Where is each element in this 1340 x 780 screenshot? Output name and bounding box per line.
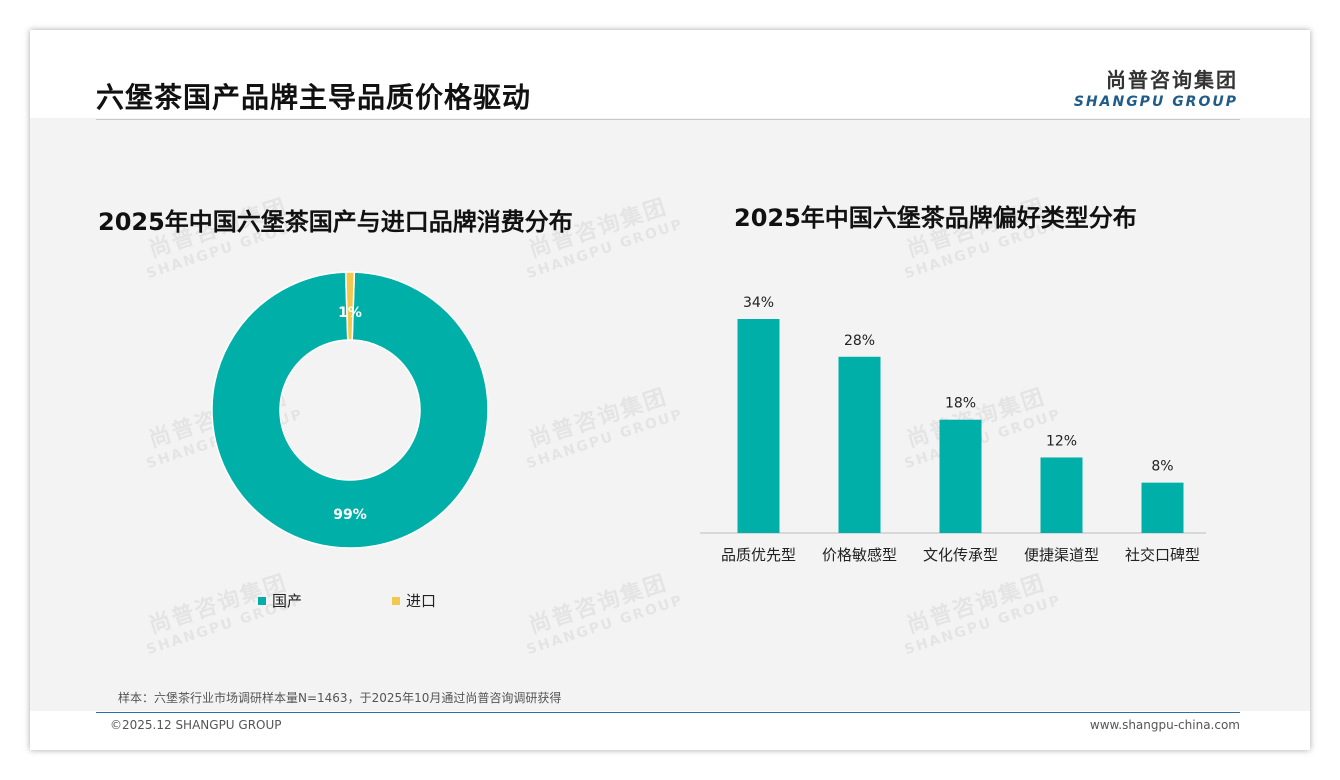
bar-value-label: 34% [743,295,774,311]
legend-label: 进口 [406,592,437,610]
bar-category-label: 便捷渠道型 [1024,546,1099,564]
logo-cn-text: 尚普咨询集团 [1106,68,1238,92]
website-link[interactable]: www.shangpu-china.com [1089,718,1240,732]
donut-slice-0 [211,271,489,549]
bar-category-label: 文化传承型 [923,546,998,564]
bar-3 [1040,457,1083,533]
bar-value-label: 28% [844,333,875,349]
bar-value-label: 8% [1151,459,1173,475]
footer-divider [96,712,1240,713]
bar-category-label: 社交口碑型 [1125,546,1200,564]
slide: 六堡茶国产品牌主导品质价格驱动 尚普咨询集团 SHANGPU GROUP 尚普咨… [30,30,1310,750]
bar-chart: 34% 品质优先型 28% 价格敏感型 18% 文化传承型 12% 便捷渠道型 8% 社交口碑型 [700,295,1206,564]
bar-value-label: 12% [1046,433,1077,449]
page-title: 六堡茶国产品牌主导品质价格驱动 [96,81,532,114]
title-divider [96,119,1240,120]
donut-slice-1 [344,271,356,341]
footer-band [30,711,1310,750]
bar-value-label: 18% [945,396,976,412]
bar-4 [1141,482,1184,533]
bar-0 [737,319,780,533]
sample-footnote: 样本：六堡茶行业市场调研样本量N=1463，于2025年10月通过尚普咨询调研获… [118,691,562,705]
legend-swatch [392,596,400,605]
legend-swatch [258,596,266,605]
logo-en-text: SHANGPU GROUP [1073,94,1238,110]
bar-chart-title: 2025年中国六堡茶品牌偏好类型分布 [734,204,1137,232]
bar-1 [838,356,881,533]
legend-item-import: 进口 [392,590,436,611]
donut-value-label: 1% [338,305,362,321]
brand-logo: 尚普咨询集团 SHANGPU GROUP [1074,64,1238,110]
copyright-text: ©2025.12 SHANGPU GROUP [110,718,282,732]
donut-chart: 99% 1% [211,271,489,549]
bar-category-label: 价格敏感型 [822,546,897,564]
donut-value-label: 99% [333,507,367,523]
bar-category-label: 品质优先型 [721,546,796,564]
legend-item-domestic: 国产 [258,590,302,611]
donut-chart-title: 2025年中国六堡茶国产与进口品牌消费分布 [98,208,573,236]
bar-2 [939,419,982,533]
legend-label: 国产 [272,592,303,610]
title-band [30,30,1310,118]
